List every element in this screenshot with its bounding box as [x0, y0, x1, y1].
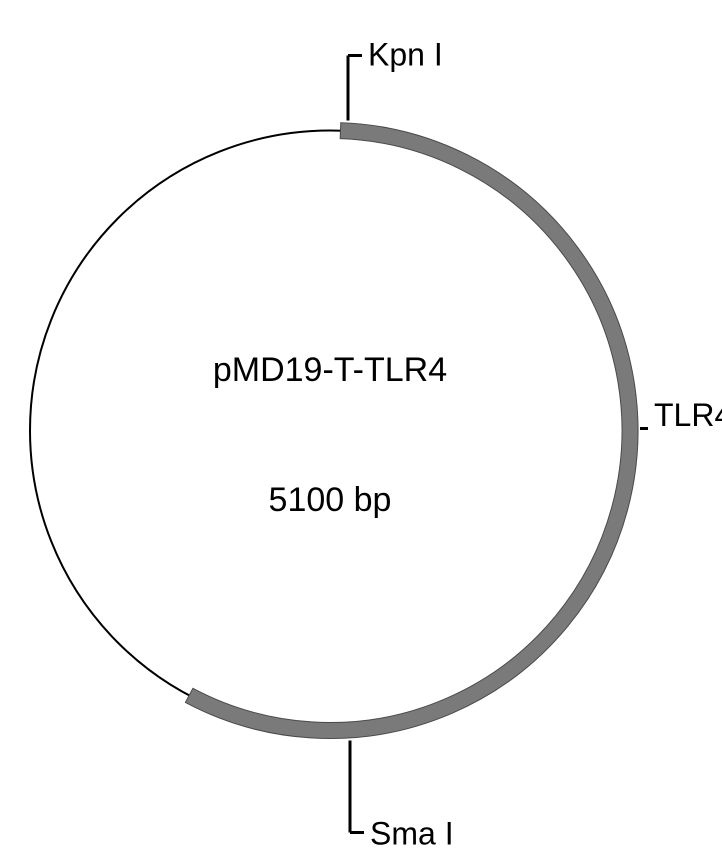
site-label-kpn1: Kpn I [368, 36, 443, 73]
site-label-sma1: Sma I [370, 815, 454, 852]
feature-label-tlr4: TLR4 [654, 397, 722, 434]
plasmid-title: pMD19-T-TLR4 [213, 351, 447, 390]
feature-arc-tlr4 [185, 122, 638, 738]
plasmid-svg [0, 0, 722, 863]
plasmid-size: 5100 bp [269, 481, 392, 520]
plasmid-map: pMD19-T-TLR4 5100 bp Kpn I Sma I TLR4 [0, 0, 722, 863]
